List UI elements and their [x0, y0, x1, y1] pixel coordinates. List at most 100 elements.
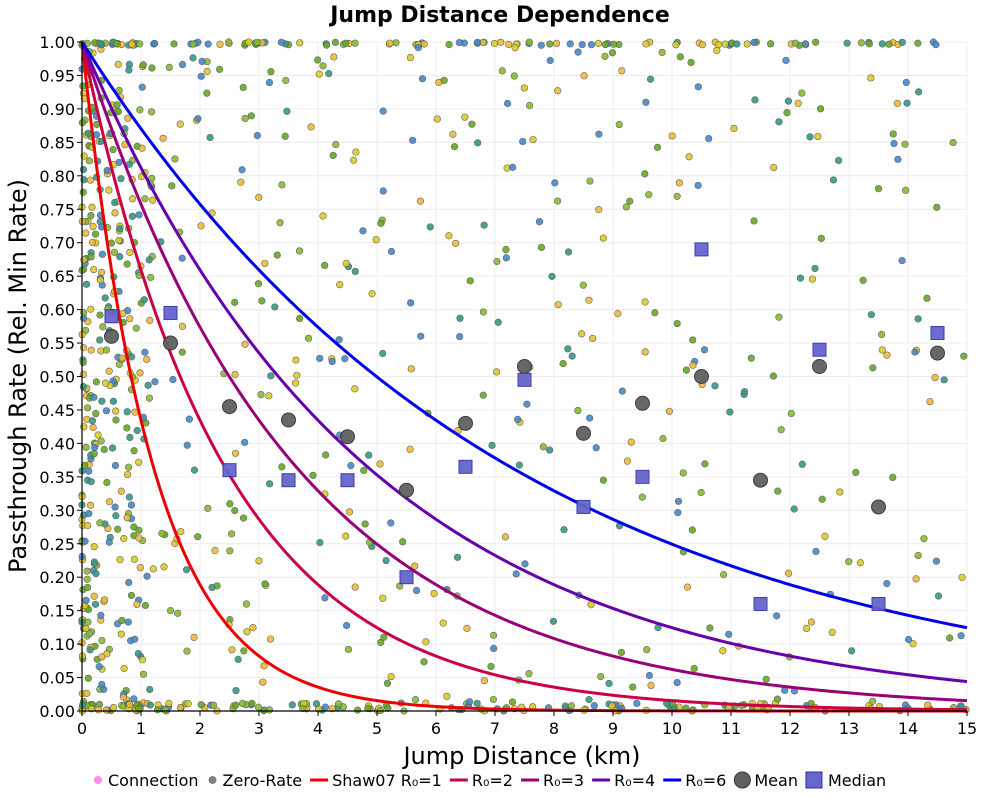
y-tick-label: 0.05: [39, 669, 75, 688]
connection-point: [258, 297, 266, 305]
connection-point: [940, 376, 948, 384]
y-tick-label: 0.85: [39, 133, 75, 152]
connection-point: [96, 311, 104, 319]
connection-point: [387, 247, 396, 256]
connection-point: [690, 664, 698, 673]
connection-point: [537, 243, 546, 252]
connection-point: [443, 692, 451, 700]
connection-point: [546, 40, 554, 48]
connection-point: [568, 352, 576, 360]
connection-point: [81, 461, 89, 469]
connection-point: [843, 39, 851, 47]
connection-point: [87, 211, 95, 220]
x-tick-label: 5: [372, 719, 382, 738]
connection-point: [242, 600, 251, 608]
x-tick-label: 4: [313, 719, 323, 738]
connection-point: [288, 701, 296, 709]
connection-point: [79, 165, 88, 174]
y-tick-label: 0.70: [39, 234, 75, 253]
connection-point: [433, 115, 441, 123]
connection-point: [231, 371, 239, 379]
connection-point: [174, 609, 182, 617]
connection-point: [189, 54, 197, 62]
connection-point: [361, 520, 369, 528]
connection-point: [111, 209, 119, 217]
connection-point: [147, 108, 156, 116]
connection-point: [103, 166, 111, 175]
connection-point: [178, 254, 186, 262]
connection-point: [674, 497, 683, 505]
connection-point: [564, 248, 573, 256]
y-tick-label: 1.00: [39, 33, 75, 52]
connection-point: [247, 112, 255, 120]
y-tick-label: 0.45: [39, 401, 75, 420]
connection-point: [128, 212, 136, 220]
connection-point: [494, 318, 502, 326]
connection-point: [406, 53, 415, 62]
median-marker: [399, 570, 414, 585]
connection-point: [473, 38, 482, 47]
connection-point: [253, 38, 261, 46]
connection-point: [452, 239, 460, 248]
median-marker: [222, 463, 237, 478]
connection-point: [248, 699, 256, 707]
connection-point: [299, 704, 307, 713]
connection-point: [325, 70, 333, 78]
connection-point: [719, 647, 727, 655]
connection-point: [86, 501, 95, 509]
connection-point: [914, 315, 922, 323]
connection-point: [537, 41, 545, 49]
connection-point: [889, 473, 897, 481]
y-tick-label: 0.55: [39, 334, 75, 353]
connection-point: [808, 275, 817, 283]
connection-point: [211, 546, 219, 555]
connection-point: [597, 673, 605, 681]
connection-point: [359, 227, 367, 235]
connection-point: [774, 487, 782, 495]
connection-point: [189, 40, 197, 48]
connection-point: [674, 509, 682, 517]
connection-point: [439, 619, 447, 627]
connection-point: [480, 677, 489, 685]
connection-point: [136, 369, 144, 377]
connection-point: [642, 40, 650, 48]
connection-point: [609, 40, 618, 48]
connection-point: [353, 706, 362, 714]
connection-point: [379, 187, 387, 195]
y-tick-label: 0.65: [39, 267, 75, 286]
connection-point: [103, 478, 111, 487]
connection-point: [689, 336, 697, 344]
connection-point: [100, 685, 108, 693]
median-marker: [694, 242, 709, 257]
connection-point: [784, 97, 793, 105]
median-marker: [871, 596, 886, 611]
connection-point: [551, 179, 559, 187]
median-marker: [281, 473, 296, 488]
x-tick-label: 12: [780, 719, 800, 738]
connection-point: [773, 695, 782, 703]
connection-point: [818, 495, 826, 503]
connection-point: [225, 38, 233, 46]
connection-point: [960, 352, 968, 360]
connection-point: [445, 232, 453, 240]
connection-point: [141, 601, 150, 610]
connection-point: [304, 334, 313, 342]
x-tick-label: 2: [195, 719, 205, 738]
legend-label: R₀=3: [543, 771, 584, 790]
mean-marker: [399, 482, 414, 498]
connection-point: [123, 424, 131, 432]
connection-point: [350, 156, 358, 164]
connection-point: [623, 457, 632, 465]
y-tick-label: 0.50: [39, 368, 75, 387]
connection-point: [406, 445, 414, 453]
connection-point: [949, 138, 957, 147]
connection-point: [125, 493, 133, 501]
connection-point: [79, 383, 87, 391]
x-tick-label: 10: [662, 719, 682, 738]
grid: [81, 41, 968, 712]
connection-point: [208, 583, 216, 592]
connection-point: [90, 265, 98, 274]
connection-point: [117, 175, 125, 183]
connection-point: [334, 700, 343, 708]
connection-point: [914, 551, 922, 560]
